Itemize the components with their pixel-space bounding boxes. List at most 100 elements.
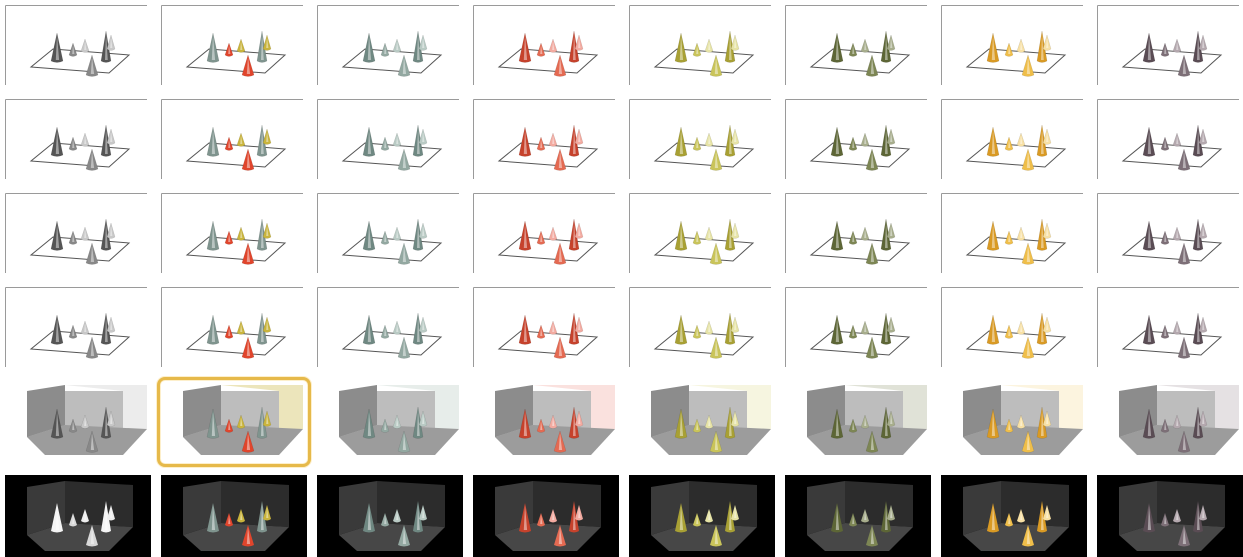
theme-thumbnail-r2-mixed[interactable] bbox=[161, 99, 307, 181]
theme-thumbnail-r4-red[interactable] bbox=[473, 287, 619, 369]
theme-thumbnail-r4-moss[interactable] bbox=[785, 287, 931, 369]
cone-icon bbox=[865, 148, 879, 171]
theme-thumbnail-r6-amber[interactable] bbox=[941, 475, 1087, 557]
theme-thumbnail-r4-plum[interactable] bbox=[1097, 287, 1243, 369]
theme-thumbnail-r2-amber[interactable] bbox=[941, 99, 1087, 181]
theme-thumbnail-r1-sage[interactable] bbox=[317, 5, 463, 87]
cone-icon bbox=[1177, 242, 1191, 265]
cone-icon bbox=[574, 410, 584, 427]
cone-icon bbox=[397, 148, 411, 171]
cone-icon bbox=[85, 54, 99, 77]
theme-thumbnail-r6-sage[interactable] bbox=[317, 475, 463, 557]
cone-icon bbox=[830, 32, 844, 63]
theme-thumbnail-r3-red[interactable] bbox=[473, 193, 619, 275]
theme-thumbnail-r1-olive[interactable] bbox=[629, 5, 775, 87]
theme-thumbnail-r2-plum[interactable] bbox=[1097, 99, 1243, 181]
cone-icon bbox=[986, 32, 1000, 63]
theme-thumbnail-r1-mixed[interactable] bbox=[161, 5, 307, 87]
cone-icon bbox=[887, 505, 895, 521]
theme-thumbnail-r1-amber[interactable] bbox=[941, 5, 1087, 87]
cone-icon bbox=[100, 218, 112, 251]
cone-icon bbox=[705, 509, 713, 523]
cone-icon bbox=[709, 148, 723, 171]
cone-icon bbox=[574, 34, 584, 51]
theme-thumbnail-r4-amber[interactable] bbox=[941, 287, 1087, 369]
cone-icon bbox=[519, 503, 531, 533]
cone-icon bbox=[412, 30, 424, 63]
theme-thumbnail-r1-moss[interactable] bbox=[785, 5, 931, 87]
theme-thumbnail-r3-amber[interactable] bbox=[941, 193, 1087, 275]
theme-thumbnail-r1-plum[interactable] bbox=[1097, 5, 1243, 87]
theme-thumbnail-r1-gray[interactable] bbox=[5, 5, 151, 87]
cone-icon bbox=[724, 124, 736, 157]
theme-thumbnail-r3-olive[interactable] bbox=[629, 193, 775, 275]
theme-thumbnail-r4-mixed[interactable] bbox=[161, 287, 307, 369]
cone-icon bbox=[553, 242, 567, 265]
cone-icon bbox=[80, 320, 90, 335]
cone-icon bbox=[412, 124, 424, 157]
theme-thumbnail-r5-olive[interactable] bbox=[629, 381, 775, 463]
theme-thumbnail-r5-plum[interactable] bbox=[1097, 381, 1243, 463]
cone-icon bbox=[100, 124, 112, 157]
cone-icon bbox=[224, 136, 234, 151]
theme-thumbnail-r5-mixed[interactable] bbox=[157, 377, 311, 467]
cone-icon bbox=[704, 132, 714, 147]
cone-icon bbox=[80, 414, 90, 429]
cone-icon bbox=[860, 38, 870, 53]
theme-thumbnail-r3-sage[interactable] bbox=[317, 193, 463, 275]
theme-thumbnail-r5-sage[interactable] bbox=[317, 381, 463, 463]
cone-icon bbox=[724, 218, 736, 251]
cone-icon bbox=[574, 316, 584, 333]
cone-icon bbox=[80, 38, 90, 53]
theme-thumbnail-r6-plum[interactable] bbox=[1097, 475, 1243, 557]
cone-icon bbox=[553, 54, 567, 77]
cone-icon bbox=[1021, 336, 1035, 359]
theme-thumbnail-r5-red[interactable] bbox=[473, 381, 619, 463]
cone-icon bbox=[362, 126, 376, 157]
cone-icon bbox=[1005, 513, 1013, 527]
theme-thumbnail-r2-gray[interactable] bbox=[5, 99, 151, 181]
cone-icon bbox=[536, 42, 546, 57]
cone-icon bbox=[724, 30, 736, 63]
theme-thumbnail-r3-moss[interactable] bbox=[785, 193, 931, 275]
cone-icon bbox=[206, 408, 220, 439]
cone-icon bbox=[80, 132, 90, 147]
theme-thumbnail-r3-gray[interactable] bbox=[5, 193, 151, 275]
cone-icon bbox=[1192, 218, 1204, 251]
cone-icon bbox=[206, 32, 220, 63]
theme-thumbnail-r5-amber[interactable] bbox=[941, 381, 1087, 463]
theme-thumbnail-r6-red[interactable] bbox=[473, 475, 619, 557]
theme-thumbnail-r6-olive[interactable] bbox=[629, 475, 775, 557]
theme-thumbnail-r3-plum[interactable] bbox=[1097, 193, 1243, 275]
theme-thumbnail-r2-red[interactable] bbox=[473, 99, 619, 181]
cone-icon bbox=[419, 505, 427, 521]
cone-icon bbox=[412, 406, 424, 439]
theme-thumbnail-r3-mixed[interactable] bbox=[161, 193, 307, 275]
cone-icon bbox=[392, 414, 402, 429]
theme-thumbnail-r6-gray[interactable] bbox=[5, 475, 151, 557]
cone-icon bbox=[1177, 336, 1191, 359]
cone-icon bbox=[536, 324, 546, 339]
theme-thumbnail-r5-moss[interactable] bbox=[785, 381, 931, 463]
cone-icon bbox=[68, 418, 78, 433]
cone-icon bbox=[518, 408, 532, 439]
theme-thumbnail-r2-olive[interactable] bbox=[629, 99, 775, 181]
cone-icon bbox=[1142, 220, 1156, 251]
theme-thumbnail-r6-moss[interactable] bbox=[785, 475, 931, 557]
theme-thumbnail-r2-moss[interactable] bbox=[785, 99, 931, 181]
cone-icon bbox=[1036, 406, 1048, 439]
cone-icon bbox=[866, 525, 878, 547]
theme-thumbnail-r2-sage[interactable] bbox=[317, 99, 463, 181]
theme-thumbnail-r1-red[interactable] bbox=[473, 5, 619, 87]
cone-icon bbox=[674, 314, 688, 345]
cone-icon bbox=[256, 124, 268, 157]
cone-icon bbox=[1172, 414, 1182, 429]
theme-thumbnail-r5-gray[interactable] bbox=[5, 381, 151, 463]
cone-icon bbox=[1178, 525, 1190, 547]
theme-thumbnail-r4-gray[interactable] bbox=[5, 287, 151, 369]
theme-thumbnail-r4-sage[interactable] bbox=[317, 287, 463, 369]
cone-icon bbox=[392, 320, 402, 335]
theme-thumbnail-r6-mixed[interactable] bbox=[161, 475, 307, 557]
theme-thumbnail-r4-olive[interactable] bbox=[629, 287, 775, 369]
cone-icon bbox=[692, 418, 702, 433]
